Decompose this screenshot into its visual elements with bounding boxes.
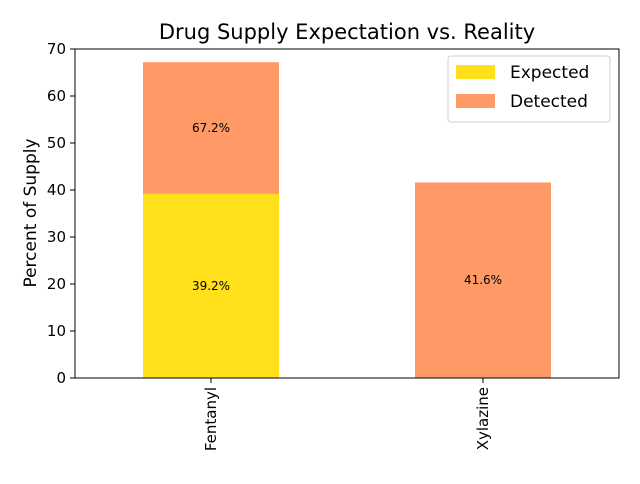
legend-label-expected: Expected xyxy=(510,63,589,83)
bar-labels-layer: 67.2% 41.6% 39.2% xyxy=(192,121,502,293)
y-tick-label: 60 xyxy=(47,87,66,105)
legend-swatch-detected xyxy=(456,94,495,108)
bars-layer xyxy=(143,62,551,378)
bar-label-detected-fentanyl: 67.2% xyxy=(192,121,230,135)
legend: Expected Detected xyxy=(447,55,611,123)
plot-frame xyxy=(74,48,620,379)
y-axis-ticks: 0 10 20 30 40 50 60 70 xyxy=(47,40,75,387)
bar-expected-fentanyl xyxy=(143,193,279,378)
x-tick-label-fentanyl: Fentanyl xyxy=(202,387,220,451)
x-tick-label-xylazine: Xylazine xyxy=(474,387,492,450)
y-tick-label: 10 xyxy=(47,322,66,340)
y-axis-label: Percent of Supply xyxy=(21,138,41,287)
y-tick-label: 30 xyxy=(47,228,66,246)
y-tick-label: 40 xyxy=(47,181,66,199)
y-tick-label: 50 xyxy=(47,134,66,152)
legend-swatch-expected xyxy=(456,65,495,79)
y-tick-label: 20 xyxy=(47,275,66,293)
x-axis-ticks: Fentanyl Xylazine xyxy=(202,378,492,451)
legend-label-detected: Detected xyxy=(510,92,588,112)
y-tick-label: 70 xyxy=(47,40,66,58)
y-tick-label: 0 xyxy=(56,369,66,387)
bar-detected-xylazine xyxy=(415,182,551,378)
bar-label-detected-xylazine: 41.6% xyxy=(464,273,502,287)
chart-title: Drug Supply Expectation vs. Reality xyxy=(159,20,535,44)
bar-label-expected-fentanyl: 39.2% xyxy=(192,279,230,293)
